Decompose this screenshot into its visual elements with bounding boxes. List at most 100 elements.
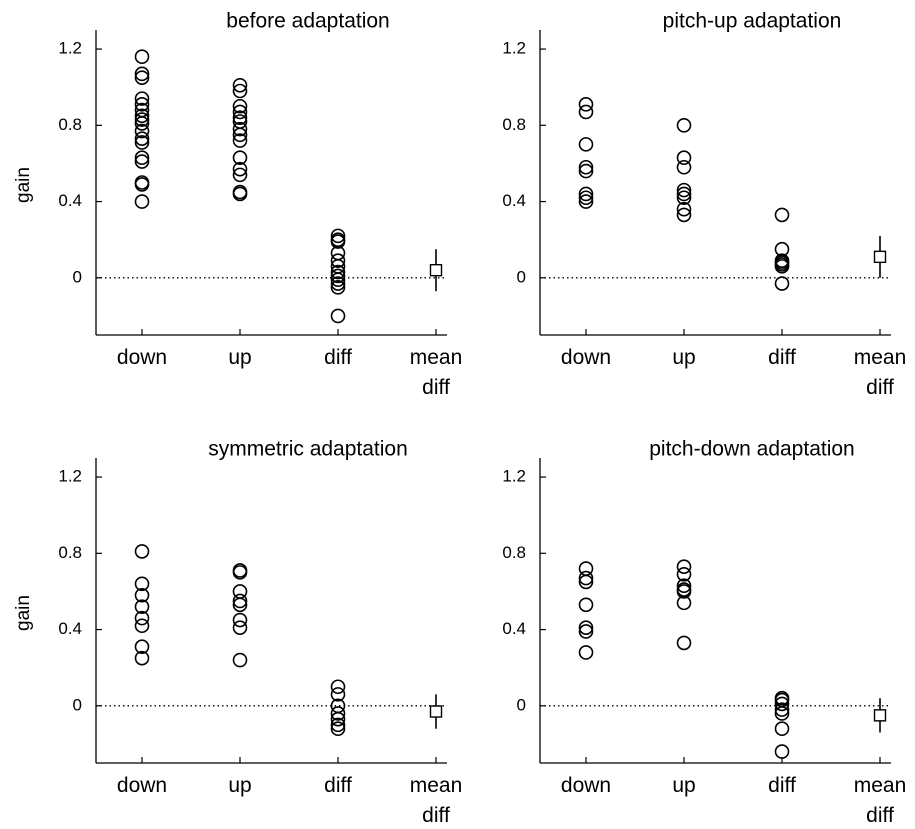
data-point	[134, 639, 150, 655]
y-tick-label: 0	[73, 267, 82, 286]
x-tick-label: mean diff	[409, 346, 463, 399]
x-tick-label: up	[672, 774, 696, 797]
y-tick-label: 0.4	[502, 619, 526, 638]
data-point	[330, 234, 346, 249]
data-point	[676, 186, 692, 202]
data-point	[232, 150, 248, 166]
data-point	[676, 566, 692, 582]
y-tick-label: 0.4	[58, 191, 82, 210]
data-point	[676, 201, 692, 217]
data-point	[232, 77, 248, 93]
x-tick-label: diff	[768, 774, 796, 797]
data-point	[330, 721, 346, 736]
data-point	[134, 610, 150, 626]
data-point	[578, 620, 594, 635]
data-point	[330, 268, 346, 284]
x-tick-label: mean diff	[853, 774, 907, 827]
data-point	[134, 650, 150, 666]
data-point	[232, 104, 248, 120]
data-point	[676, 584, 692, 599]
data-point	[134, 66, 150, 82]
data-point	[134, 544, 150, 559]
y-tick-label: 0	[517, 267, 526, 286]
data-point	[578, 104, 594, 120]
data-point	[134, 97, 150, 112]
data-point	[232, 161, 248, 177]
x-tick-label: up	[672, 346, 696, 369]
data-point	[134, 108, 150, 124]
data-point	[676, 182, 692, 198]
x-tick-label: mean diff	[853, 346, 907, 399]
mean-marker	[873, 250, 887, 264]
mean-marker	[429, 705, 443, 718]
data-point	[578, 624, 594, 639]
data-point	[578, 190, 594, 206]
data-point	[232, 83, 248, 99]
data-point	[774, 276, 790, 291]
data-point	[676, 159, 692, 175]
x-tick-label: up	[228, 774, 252, 797]
data-point	[578, 597, 594, 613]
data-point	[578, 137, 594, 152]
data-point	[330, 253, 346, 268]
y-axis-label: gain	[13, 595, 34, 631]
data-point	[232, 186, 248, 202]
data-point	[232, 110, 248, 125]
chart-title: pitch-down adaptation	[649, 438, 854, 461]
x-tick-label: down	[116, 346, 168, 369]
y-tick-label: 0.8	[58, 543, 82, 562]
data-point	[676, 150, 692, 166]
x-tick-label: down	[560, 346, 612, 369]
data-point	[330, 679, 346, 695]
data-point	[676, 559, 692, 574]
data-point	[578, 645, 594, 660]
data-point	[330, 280, 346, 295]
x-tick-label: up	[228, 346, 252, 369]
data-point	[134, 618, 150, 634]
data-point	[330, 717, 346, 733]
data-point	[134, 177, 150, 192]
data-point	[232, 98, 248, 114]
x-tick-label: diff	[768, 346, 796, 369]
data-point	[134, 599, 150, 614]
data-point	[134, 49, 150, 64]
data-point	[232, 593, 248, 609]
data-point	[774, 721, 790, 736]
y-tick-label: 0.8	[502, 543, 526, 562]
x-tick-label: mean diff	[409, 774, 463, 827]
data-point	[134, 150, 150, 166]
data-point	[330, 228, 346, 244]
y-tick-label: 1.2	[58, 467, 82, 486]
data-point	[578, 186, 594, 202]
data-point	[330, 711, 346, 727]
data-point	[330, 706, 346, 721]
y-tick-label: 0.8	[502, 115, 526, 134]
x-tick-label: down	[116, 774, 168, 797]
data-point	[578, 574, 594, 590]
data-point	[774, 702, 790, 717]
data-point	[330, 308, 346, 324]
y-tick-label: 0.8	[58, 115, 82, 134]
data-point	[134, 194, 150, 209]
data-point	[330, 276, 346, 291]
data-point	[330, 264, 346, 280]
data-point	[676, 635, 692, 651]
data-point	[134, 135, 150, 150]
data-point	[232, 121, 248, 137]
data-point	[134, 116, 150, 131]
data-point	[232, 127, 248, 143]
chart-title: before adaptation	[226, 10, 389, 33]
data-point	[774, 696, 790, 712]
data-point	[232, 652, 248, 668]
data-point	[232, 612, 248, 628]
data-point	[134, 91, 150, 106]
data-point	[676, 118, 692, 133]
data-point	[578, 163, 594, 179]
mean-marker	[873, 709, 887, 722]
data-point	[232, 565, 248, 580]
data-point	[774, 744, 790, 759]
x-tick-label: down	[560, 774, 612, 797]
data-point	[578, 97, 594, 112]
